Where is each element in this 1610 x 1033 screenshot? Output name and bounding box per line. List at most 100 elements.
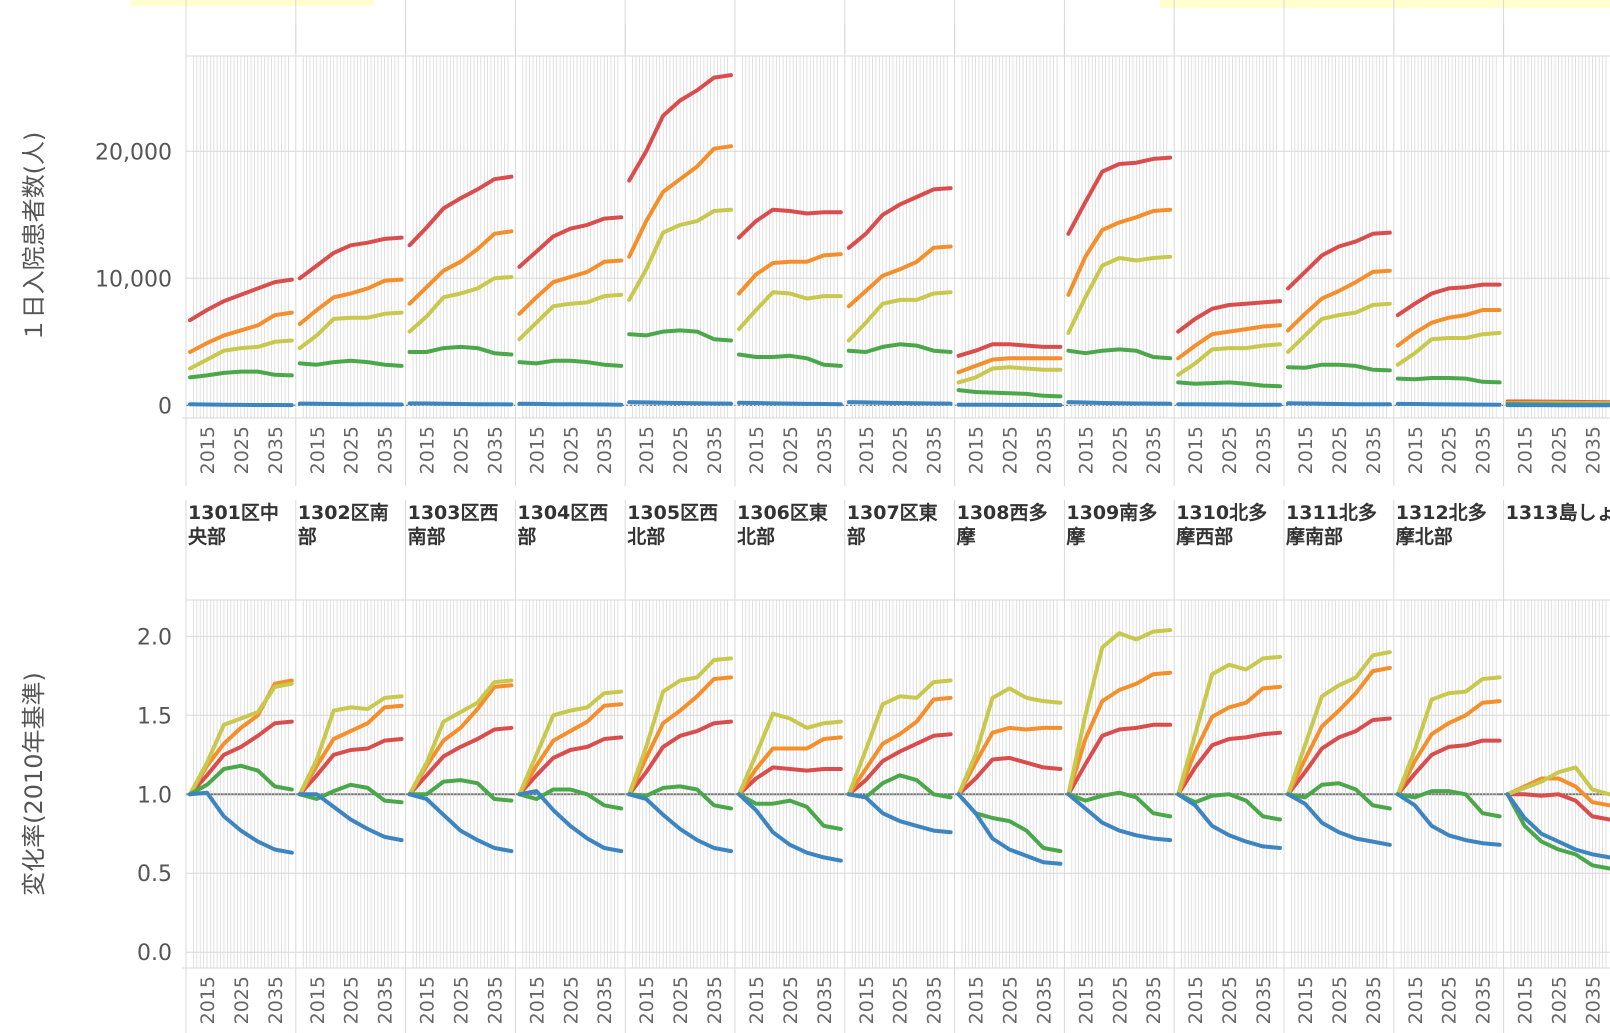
series-line-yellow — [1395, 330, 1502, 367]
x-tick-label: 2015 — [856, 976, 878, 1024]
x-tick-label: 2025 — [780, 976, 802, 1024]
x-tick-label: 2015 — [307, 426, 329, 474]
x-tick-label: 2035 — [265, 976, 287, 1024]
series-line-red — [297, 737, 404, 797]
x-tick-label: 2035 — [1363, 426, 1385, 474]
x-tick-label: 2025 — [341, 426, 363, 474]
x-tick-label: 2035 — [1143, 426, 1165, 474]
x-tick-label: 2025 — [1219, 976, 1241, 1024]
x-tick-label: 2035 — [1033, 426, 1055, 474]
x-tick-label: 2035 — [814, 976, 836, 1024]
series-line-red — [1395, 282, 1502, 318]
series-line-orange — [407, 229, 514, 306]
x-tick-label: 2025 — [231, 426, 253, 474]
region-label: 1310北多摩西部 — [1176, 501, 1267, 548]
series-line-orange — [627, 675, 733, 797]
series-line-blue — [188, 790, 294, 855]
region-label-line: 北部 — [737, 525, 775, 548]
series-line-blue — [737, 400, 843, 407]
series-line-blue — [956, 792, 1063, 866]
x-tick-label: 2015 — [307, 976, 329, 1024]
series-line-red — [517, 735, 624, 797]
series-line-yellow — [1176, 654, 1282, 797]
inpatient-count-chart: 2015 2025 2035 2015 2025 2035 2015 2025 2035 2015… — [20, 24, 1610, 486]
series-line-yellow — [407, 678, 514, 797]
series-line-red — [188, 277, 294, 323]
region-label: 1311北多摩南部 — [1286, 501, 1377, 548]
series-line-blue — [737, 792, 843, 863]
series-line-orange — [1176, 323, 1282, 361]
series-line-yellow — [1066, 628, 1173, 797]
series-line-red — [407, 174, 514, 248]
x-tick-label: 2025 — [670, 976, 692, 1024]
y-axis-title: １日入院患者数(人) — [20, 132, 48, 343]
x-tick-label: 2025 — [1439, 426, 1461, 474]
y-tick-label: 0 — [158, 394, 172, 419]
series-line-red — [1176, 299, 1282, 334]
series-line-orange — [1176, 684, 1282, 797]
series-line-blue — [846, 792, 953, 835]
x-tick-label: 2035 — [375, 976, 397, 1024]
series-line-yellow — [956, 365, 1063, 385]
region-label-line: 央部 — [188, 525, 226, 548]
series-line-orange — [297, 703, 404, 797]
region-label: 1308西多摩 — [957, 501, 1048, 548]
region-label-line: 摩 — [957, 525, 976, 548]
x-tick-label: 2025 — [1219, 426, 1241, 474]
region-label: 1307区東部 — [847, 501, 938, 548]
series-line-blue — [1505, 792, 1610, 860]
series-line-yellow — [517, 292, 624, 342]
x-tick-label: 2015 — [856, 426, 878, 474]
series-line-orange — [297, 277, 404, 326]
region-label-line: 1305区西 — [627, 502, 718, 524]
series-line-green — [1286, 362, 1392, 373]
series-line-yellow — [846, 290, 953, 343]
region-label-line: 1304区西 — [517, 502, 608, 524]
y-tick-label: 2.0 — [137, 625, 172, 650]
region-label: 1303区西南部 — [408, 502, 499, 548]
series-line-red — [1286, 230, 1392, 291]
series-line-yellow — [956, 686, 1063, 797]
series-line-blue — [297, 401, 404, 407]
y-tick-label: 0.5 — [137, 862, 172, 887]
x-tick-label: 2035 — [924, 426, 946, 474]
x-tick-label: 2025 — [890, 426, 912, 474]
x-tick-label: 2035 — [924, 976, 946, 1024]
series-line-red — [407, 725, 514, 797]
y-axis-title: 変化率(2010年基準) — [20, 672, 48, 896]
series-line-blue — [407, 792, 514, 854]
series-line-green — [846, 342, 953, 354]
x-tick-label: 2025 — [1109, 976, 1131, 1024]
series-line-blue — [1066, 792, 1173, 843]
series-line-green — [1176, 380, 1282, 389]
series-line-green — [956, 388, 1063, 399]
series-line-blue — [1286, 401, 1392, 407]
region-label-line: 1312北多 — [1396, 501, 1487, 524]
series-line-green — [1066, 347, 1173, 361]
region-label-line: 1301区中 — [188, 501, 279, 524]
series-line-orange — [627, 144, 733, 259]
x-tick-label: 2035 — [814, 426, 836, 474]
series-line-yellow — [737, 290, 843, 332]
series-line-yellow — [846, 678, 953, 797]
series-line-blue — [1395, 792, 1502, 847]
x-tick-label: 2025 — [1549, 976, 1571, 1024]
x-tick-label: 2015 — [1515, 976, 1537, 1024]
series-line-orange — [737, 252, 843, 296]
series-line-green — [1505, 792, 1610, 871]
y-tick-label: 0.0 — [137, 941, 172, 966]
region-label-line: 1309南多 — [1066, 501, 1157, 524]
x-tick-label: 2035 — [1253, 426, 1275, 474]
region-label: 1301区中央部 — [188, 501, 279, 548]
series-line-red — [517, 215, 624, 269]
x-tick-label: 2035 — [484, 976, 506, 1024]
series-line-green — [1395, 376, 1502, 385]
x-tick-label: 2035 — [1473, 976, 1495, 1024]
x-tick-label: 2015 — [746, 976, 768, 1024]
x-tick-label: 2015 — [526, 976, 548, 1024]
series-line-yellow — [1505, 765, 1610, 797]
series-line-yellow — [737, 711, 843, 797]
series-line-yellow — [407, 275, 514, 334]
series-line-blue — [1176, 402, 1282, 407]
region-label-line: 1311北多 — [1286, 501, 1377, 524]
